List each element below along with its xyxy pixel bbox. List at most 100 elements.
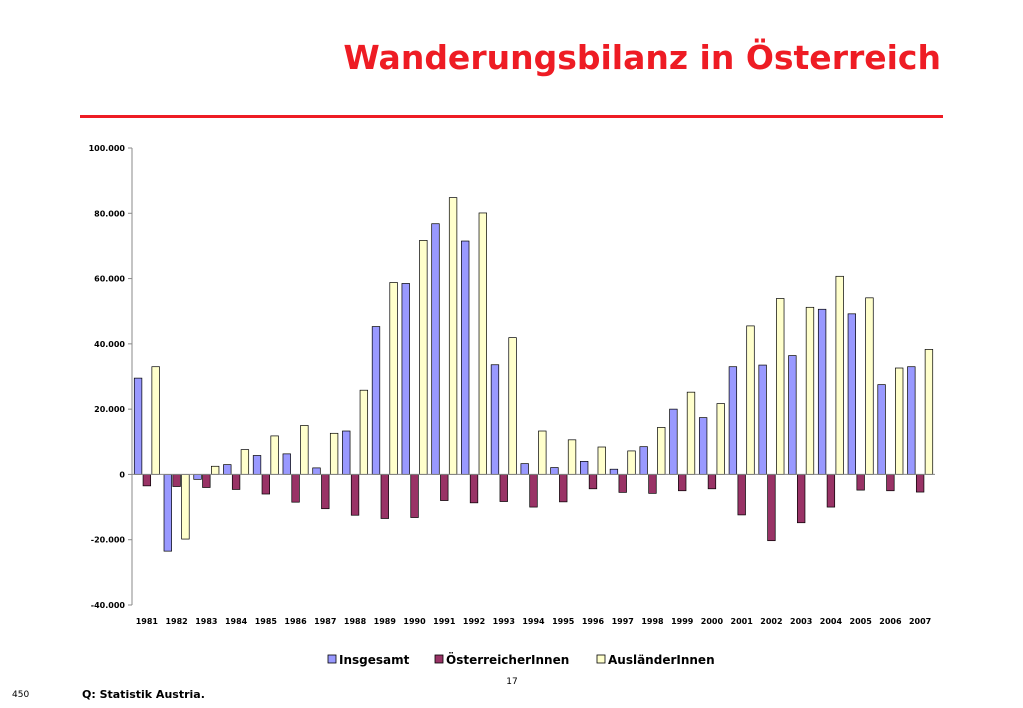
bar--sterreicherinnen-2001 bbox=[737, 474, 746, 516]
x-tick-label: 1993 bbox=[493, 617, 515, 626]
bar-ausl-nderinnen-1983 bbox=[211, 465, 220, 475]
bar-insgesamt-2000 bbox=[698, 417, 708, 475]
bar-ausl-nderinnen-1996 bbox=[597, 446, 606, 475]
bar-ausl-nderinnen-1987 bbox=[329, 432, 339, 475]
legend-swatch-0 bbox=[327, 654, 337, 664]
bar-ausl-nderinnen-1992 bbox=[478, 212, 487, 475]
bar-ausl-nderinnen-1993 bbox=[508, 337, 517, 475]
bar-ausl-nderinnen-1991 bbox=[448, 197, 458, 475]
bar--sterreicherinnen-2005 bbox=[856, 474, 865, 491]
bar-insgesamt-1994 bbox=[520, 463, 529, 475]
x-axis: 1981 1982 1983 1984 1985 1986 1987 1988 1989 1990… bbox=[132, 473, 935, 626]
bar-insgesamt-1992 bbox=[461, 240, 470, 475]
bar--sterreicherinnen-1986 bbox=[291, 474, 300, 503]
bar--sterreicherinnen-1983 bbox=[202, 474, 211, 488]
bar-insgesamt-2002 bbox=[758, 364, 767, 475]
bar-insgesamt-1993 bbox=[490, 364, 500, 475]
bar-insgesamt-1989 bbox=[371, 326, 381, 475]
bar--sterreicherinnen-1995 bbox=[559, 474, 568, 503]
source-note: Q: Statistik Austria. bbox=[82, 688, 205, 701]
bar-insgesamt-1983 bbox=[193, 474, 202, 480]
y-tick-label: -20.000 bbox=[91, 536, 126, 545]
bar-insgesamt-2006 bbox=[877, 384, 886, 475]
x-tick-label: 1998 bbox=[641, 617, 664, 626]
legend-label-1: ÖsterreicherInnen bbox=[446, 652, 569, 667]
bars bbox=[133, 197, 934, 552]
bar-insgesamt-1995 bbox=[550, 467, 559, 475]
bar--sterreicherinnen-2002 bbox=[767, 474, 776, 542]
slide-title: Wanderungsbilanz in Österreich bbox=[343, 38, 941, 77]
y-axis: 100.000 80.000 60.000 40.000 20.000 0 -20.000 -… bbox=[89, 144, 133, 610]
bar-ausl-nderinnen-2002 bbox=[776, 298, 785, 475]
x-tick-label: 2004 bbox=[820, 617, 843, 626]
bar-insgesamt-1991 bbox=[431, 223, 440, 475]
bar-ausl-nderinnen-2005 bbox=[865, 297, 874, 475]
x-tick-label: 1997 bbox=[612, 617, 634, 626]
legend-label-2: AusländerInnen bbox=[608, 653, 715, 667]
bar-insgesamt-1985 bbox=[252, 455, 262, 475]
bar-insgesamt-1981 bbox=[133, 377, 143, 475]
bar-insgesamt-1990 bbox=[401, 283, 410, 475]
page-number: 17 bbox=[506, 677, 518, 687]
bar--sterreicherinnen-1990 bbox=[410, 474, 419, 518]
bar-ausl-nderinnen-1986 bbox=[300, 425, 309, 475]
bar-insgesamt-1997 bbox=[609, 468, 619, 475]
bar-insgesamt-1996 bbox=[580, 461, 589, 475]
bar-ausl-nderinnen-1981 bbox=[151, 366, 160, 475]
bar-insgesamt-1998 bbox=[639, 446, 648, 475]
y-tick-label: 0 bbox=[119, 470, 125, 479]
bar-insgesamt-1987 bbox=[312, 467, 321, 475]
bar-ausl-nderinnen-1998 bbox=[657, 427, 666, 475]
bar--sterreicherinnen-2007 bbox=[915, 474, 925, 493]
bar-insgesamt-2007 bbox=[907, 366, 916, 475]
bar--sterreicherinnen-1992 bbox=[469, 474, 479, 504]
x-tick-label: 1999 bbox=[671, 617, 694, 626]
x-tick-label: 2006 bbox=[879, 617, 902, 626]
bar-ausl-nderinnen-1999 bbox=[686, 391, 696, 475]
bar--sterreicherinnen-2000 bbox=[707, 474, 717, 490]
bar-insgesamt-1982 bbox=[163, 474, 172, 552]
y-tick-label: 40.000 bbox=[94, 340, 125, 349]
bar-ausl-nderinnen-2004 bbox=[835, 275, 844, 475]
bar--sterreicherinnen-1997 bbox=[618, 474, 627, 493]
bar--sterreicherinnen-1987 bbox=[321, 474, 330, 510]
bar-ausl-nderinnen-2001 bbox=[746, 325, 755, 475]
bar--sterreicherinnen-1989 bbox=[380, 474, 389, 519]
x-tick-label: 1987 bbox=[314, 617, 336, 626]
bar-insgesamt-2004 bbox=[817, 308, 827, 475]
bar-ausl-nderinnen-1994 bbox=[538, 430, 547, 475]
x-tick-label: 2000 bbox=[701, 617, 724, 626]
x-tick-label: 1981 bbox=[136, 617, 159, 626]
x-tick-label: 1994 bbox=[522, 617, 545, 626]
bar--sterreicherinnen-2006 bbox=[886, 474, 895, 492]
bar--sterreicherinnen-1984 bbox=[231, 474, 241, 490]
x-tick-label: 2001 bbox=[731, 617, 754, 626]
bar-ausl-nderinnen-1982 bbox=[181, 474, 190, 540]
bar-ausl-nderinnen-2007 bbox=[924, 349, 934, 475]
title-rule bbox=[80, 115, 943, 118]
x-tick-label: 1988 bbox=[344, 617, 367, 626]
bar-ausl-nderinnen-2006 bbox=[895, 367, 904, 475]
bar--sterreicherinnen-1994 bbox=[529, 474, 538, 508]
y-tick-label: 20.000 bbox=[94, 405, 125, 414]
x-tick-label: 1990 bbox=[403, 617, 426, 626]
x-tick-label: 2005 bbox=[850, 617, 873, 626]
bar--sterreicherinnen-2003 bbox=[797, 474, 806, 524]
bar-ausl-nderinnen-1990 bbox=[419, 240, 428, 475]
bar-ausl-nderinnen-1988 bbox=[359, 389, 369, 475]
x-tick-label: 1991 bbox=[433, 617, 456, 626]
bar--sterreicherinnen-1981 bbox=[142, 474, 152, 487]
bar-ausl-nderinnen-2000 bbox=[716, 403, 725, 475]
x-tick-label: 1986 bbox=[284, 617, 307, 626]
bar-insgesamt-2005 bbox=[847, 313, 856, 475]
y-tick-label: 100.000 bbox=[89, 144, 126, 153]
bar--sterreicherinnen-2004 bbox=[826, 474, 836, 508]
legend-swatch-2 bbox=[596, 654, 606, 664]
bar-insgesamt-2003 bbox=[788, 355, 797, 475]
bar--sterreicherinnen-1998 bbox=[648, 474, 657, 494]
x-tick-label: 1983 bbox=[195, 617, 217, 626]
bar-insgesamt-1984 bbox=[223, 464, 232, 475]
bar-ausl-nderinnen-1997 bbox=[627, 450, 636, 475]
x-tick-label: 1996 bbox=[582, 617, 605, 626]
